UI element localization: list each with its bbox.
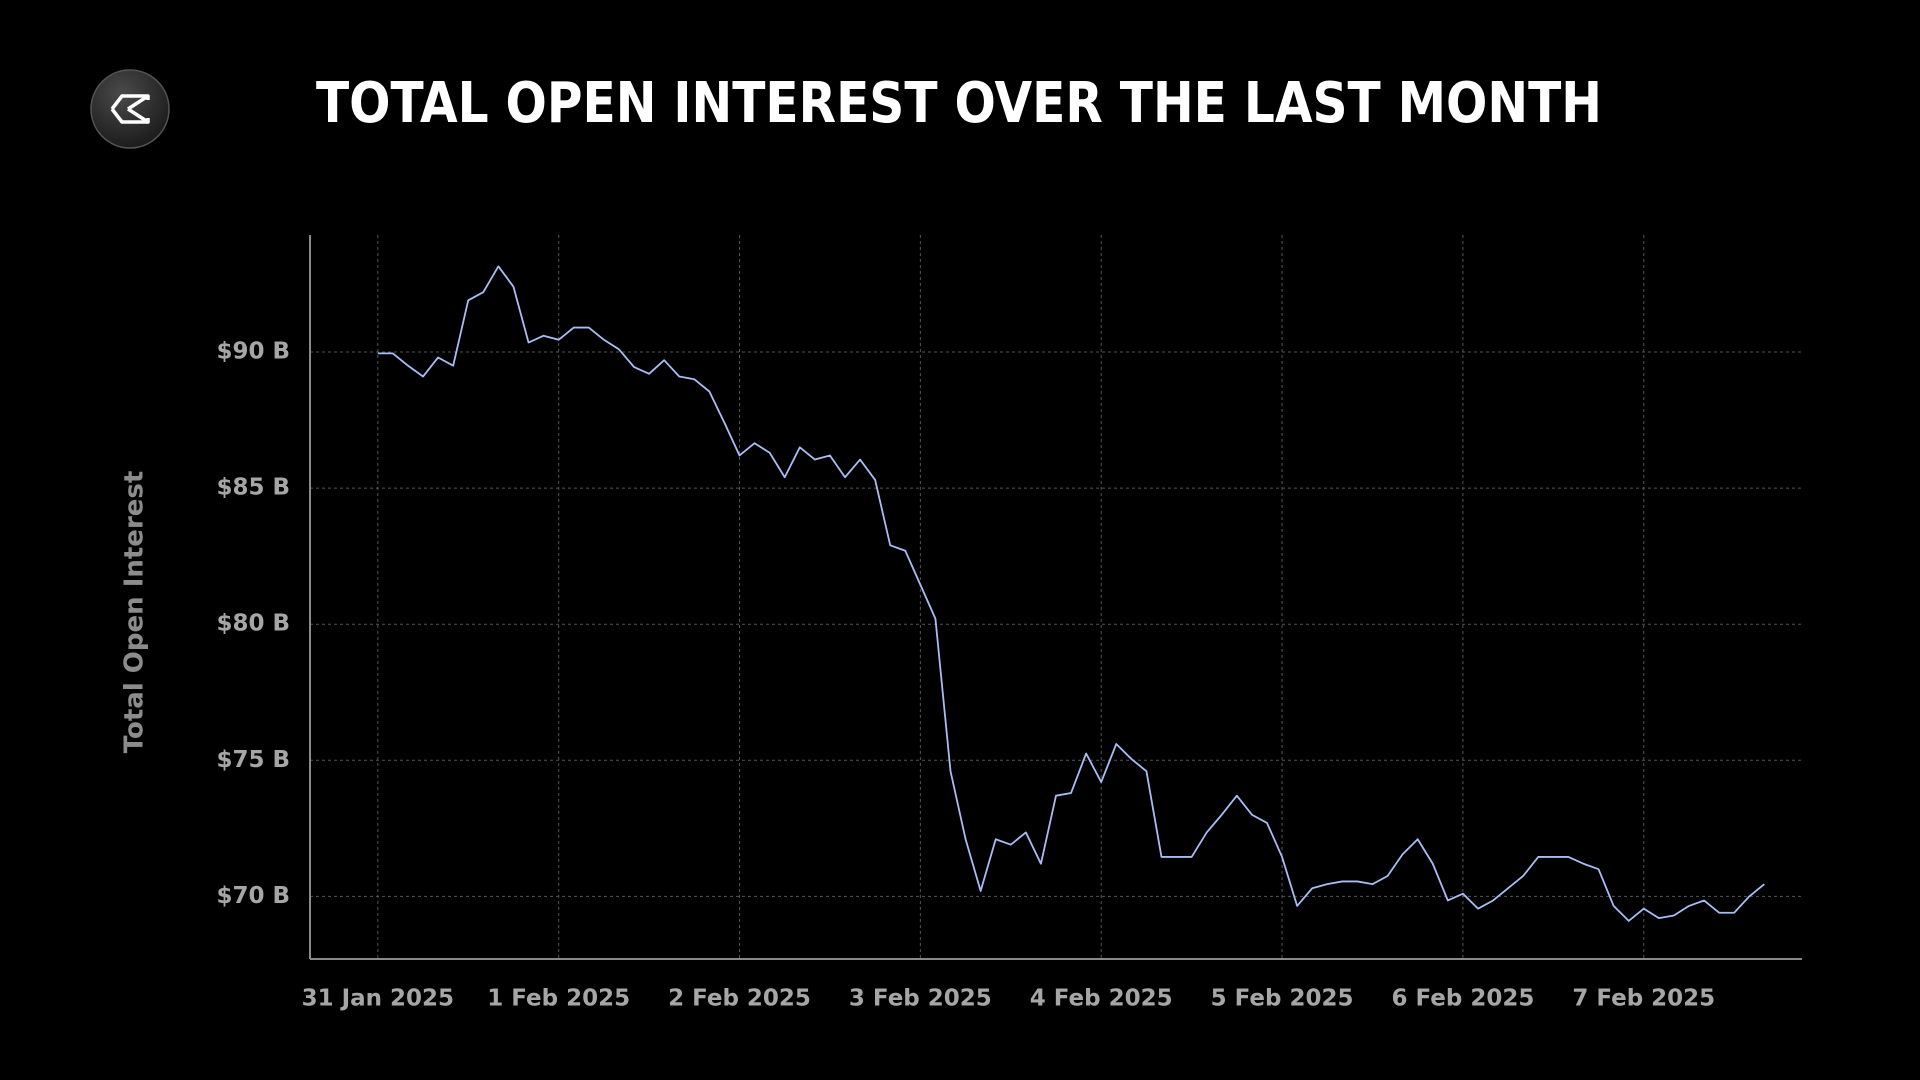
chart-title: TOTAL OPEN INTEREST OVER THE LAST MONTH <box>316 71 1602 136</box>
x-tick-label: 7 Feb 2025 <box>1572 986 1715 1012</box>
x-tick-label: 1 Feb 2025 <box>487 986 630 1012</box>
plot <box>377 265 1765 922</box>
y-tick-label: $90 B <box>216 339 290 365</box>
y-tick-label: $85 B <box>216 475 290 501</box>
grid: $70 B $75 B $80 B $85 B $90 B 31 Jan 2025 1 Fe… <box>216 235 1802 1012</box>
x-tick-label: 31 Jan 2025 <box>302 986 455 1012</box>
x-tick-label: 6 Feb 2025 <box>1391 986 1534 1012</box>
y-tick-label: $75 B <box>216 747 290 773</box>
x-tick-label: 4 Feb 2025 <box>1030 986 1173 1012</box>
x-tick-label: 3 Feb 2025 <box>849 986 992 1012</box>
y-axis-title: Total Open Interest <box>120 471 150 754</box>
data-line <box>377 265 1765 922</box>
x-tick-label: 5 Feb 2025 <box>1211 986 1354 1012</box>
y-tick-label: $70 B <box>216 883 290 909</box>
y-tick-label: $80 B <box>216 611 290 637</box>
x-tick-label: 2 Feb 2025 <box>668 986 811 1012</box>
logo <box>90 69 170 149</box>
